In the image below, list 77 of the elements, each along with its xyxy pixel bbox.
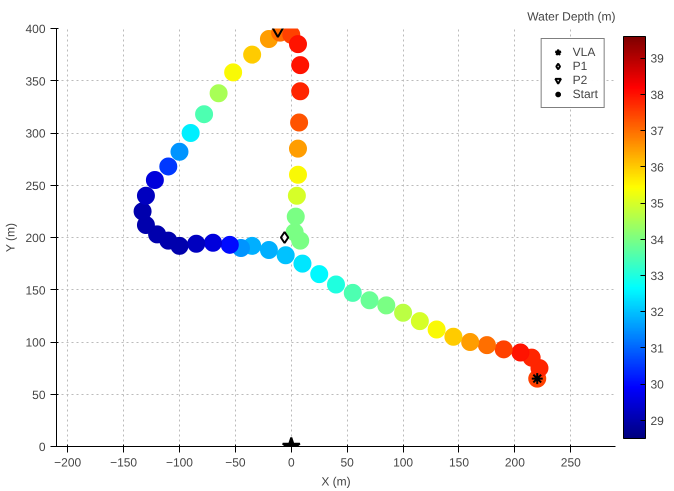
point: [260, 241, 278, 260]
point: [148, 225, 166, 244]
color-bar-label: 36: [650, 160, 664, 174]
color-bar-label: 29: [650, 414, 664, 428]
x-tick-label: −150: [110, 456, 138, 470]
y-tick-label: 350: [25, 74, 46, 88]
point: [288, 166, 307, 184]
color-bar-label: 34: [650, 232, 664, 247]
x-tick-label: −200: [54, 456, 82, 470]
legend-label: P2: [572, 73, 588, 87]
point: [224, 63, 242, 82]
point: [288, 140, 307, 158]
point: [243, 46, 262, 64]
point: [195, 105, 214, 124]
point: [494, 340, 513, 358]
point: [286, 208, 305, 226]
x-tick-label: 50: [340, 456, 354, 470]
x-tick-label: −50: [225, 456, 246, 470]
legend-label: P1: [572, 59, 588, 73]
color-bar-label: 33: [650, 269, 664, 284]
point: [310, 265, 328, 284]
color-bar-title: Water Depth (m): [527, 10, 616, 24]
x-tick-label: −100: [166, 456, 194, 470]
point: [220, 236, 239, 254]
legend-label: Start: [572, 87, 598, 101]
color-bar-label: 30: [650, 378, 664, 392]
point: [291, 82, 310, 100]
point: [461, 333, 480, 351]
point: [159, 157, 178, 176]
color-bar-label: 35: [650, 196, 664, 211]
point: [291, 56, 310, 74]
x-tick-label: 200: [504, 456, 526, 470]
x-axis-title: X (m): [321, 474, 351, 488]
y-axis-title: Y (m): [3, 223, 18, 252]
color-bar-label: 31: [650, 341, 664, 356]
x-tick-label: 0: [288, 456, 295, 470]
point: [377, 296, 396, 314]
point: [478, 336, 496, 354]
y-tick-label: 200: [25, 231, 46, 245]
y-tick-label: 400: [25, 22, 46, 36]
point: [280, 231, 290, 244]
color-bar-label: 39: [650, 52, 664, 66]
x-tick-label: 150: [448, 456, 470, 470]
point: [288, 35, 307, 54]
point: [428, 320, 446, 338]
point: [170, 142, 188, 161]
point: [444, 328, 462, 346]
point: [136, 186, 155, 205]
y-tick-label: 300: [25, 126, 46, 140]
y-tick-label: 0: [38, 440, 46, 454]
x-tick-label: 100: [393, 456, 414, 470]
point: [204, 234, 222, 252]
y-tick-label: 250: [25, 178, 46, 193]
y-tick-label: 150: [25, 283, 46, 298]
color-bar-label: 38: [650, 88, 664, 102]
point: [327, 276, 345, 294]
point: [360, 291, 379, 310]
point: [290, 114, 308, 132]
point: [511, 343, 530, 362]
legend-label: VLA: [572, 45, 596, 59]
point: [210, 84, 228, 102]
color-bar-label: 37: [650, 124, 664, 138]
point: [276, 246, 295, 264]
point: [288, 186, 306, 205]
point: [187, 234, 206, 253]
y-tick-label: 100: [25, 336, 46, 350]
point: [146, 171, 164, 190]
point: [394, 304, 412, 322]
x-tick-label: 250: [560, 456, 582, 470]
y-tick-label: 50: [32, 388, 46, 402]
point: [182, 124, 200, 142]
point: [410, 312, 429, 330]
point: [293, 254, 312, 273]
point: [134, 202, 152, 220]
point: [344, 284, 362, 302]
color-bar-label: 32: [650, 305, 664, 320]
point: [291, 232, 310, 250]
